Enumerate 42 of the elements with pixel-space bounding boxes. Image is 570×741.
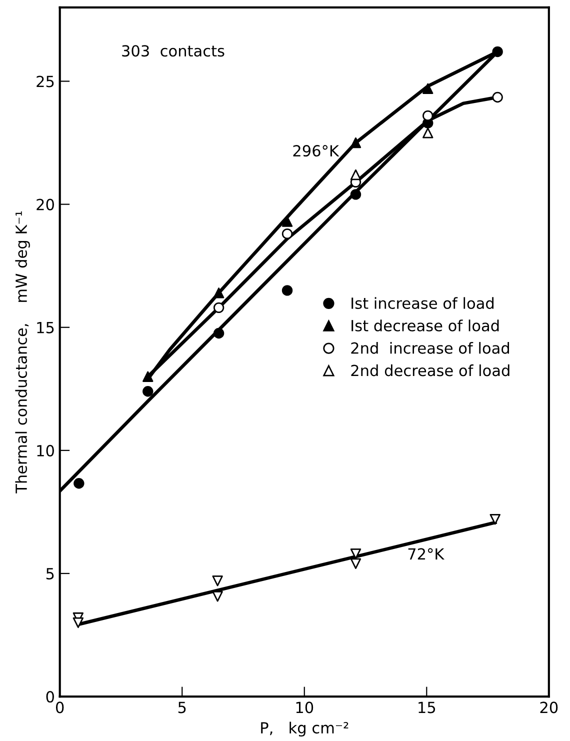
point [282, 228, 293, 240]
point [72, 617, 84, 628]
point [492, 92, 503, 103]
point [212, 576, 223, 586]
y-tick-label: 5 [46, 568, 54, 580]
y-tick-label: 0 [46, 691, 54, 703]
point [213, 302, 224, 314]
annotation: 72°K [408, 548, 444, 560]
y-tick-label: 10 [37, 444, 54, 456]
legend-label: Ist decrease of load [352, 320, 499, 332]
point [213, 288, 224, 298]
point [282, 285, 293, 296]
point [350, 137, 362, 148]
point [490, 514, 500, 525]
point [350, 189, 362, 200]
annotation: 296°K [293, 145, 340, 157]
y-axis-title: Thermal conductance, mW deg K⁻¹ [15, 211, 30, 494]
y-tick-label: 15 [37, 322, 54, 334]
point [142, 371, 154, 382]
point [142, 386, 154, 397]
point [212, 591, 223, 602]
point [350, 169, 362, 180]
point [213, 328, 224, 339]
point [422, 110, 434, 122]
point [422, 83, 434, 94]
x-tick-label: 15 [418, 702, 436, 714]
point [350, 548, 362, 560]
legend-label: Ist increase of load [352, 297, 494, 309]
x-tick-label: 5 [178, 702, 186, 714]
x-tick-label: 20 [540, 702, 558, 714]
x-axis-title: P, kg cm⁻² [261, 722, 348, 737]
x-tick-label: 10 [296, 702, 314, 714]
legend-label: 2nd decrease of load [351, 364, 510, 376]
point [350, 558, 362, 569]
legend-label: 2nd increase of load [351, 342, 509, 354]
y-tick-label: 25 [36, 76, 54, 88]
point [74, 478, 84, 489]
x-tick-label: 0 [56, 702, 64, 714]
y-tick-label: 20 [36, 198, 54, 210]
point [492, 46, 503, 58]
point [422, 128, 434, 138]
annotation: 303 contacts [122, 45, 224, 57]
